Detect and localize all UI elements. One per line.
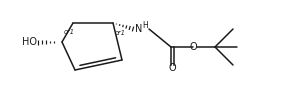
Text: HO: HO (22, 37, 37, 47)
Text: O: O (169, 63, 176, 73)
Text: N: N (135, 24, 142, 34)
Text: O: O (189, 42, 197, 52)
Text: or1: or1 (64, 29, 75, 35)
Text: or1: or1 (115, 30, 126, 36)
Text: H: H (142, 21, 148, 30)
